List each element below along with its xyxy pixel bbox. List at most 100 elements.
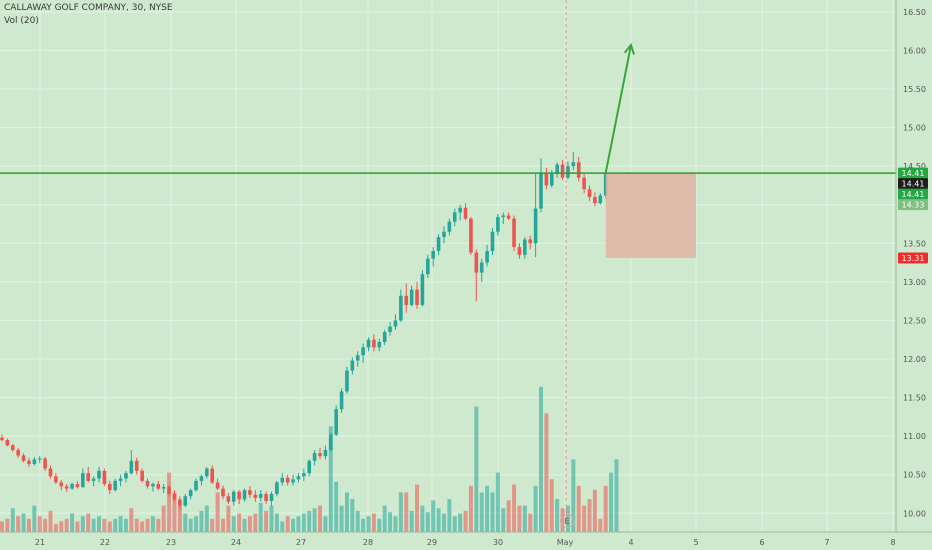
candle-body — [70, 483, 74, 489]
candle-body — [97, 470, 101, 479]
volume-bar — [32, 505, 37, 532]
candle-body — [452, 212, 457, 222]
volume-bar — [123, 518, 128, 532]
y-tick-label: 13.00 — [903, 278, 926, 287]
volume-bar — [468, 485, 473, 532]
volume-bar — [53, 524, 58, 532]
volume-bar — [188, 518, 193, 532]
volume-bar — [614, 459, 619, 532]
volume-bar — [549, 479, 554, 532]
volume-bar — [199, 510, 204, 532]
candle-body — [436, 237, 441, 251]
volume-bar — [161, 505, 166, 532]
volume-bar — [307, 510, 312, 532]
x-tick-label: May — [557, 538, 574, 547]
symbol-title[interactable]: CALLAWAY GOLF COMPANY, 30, NYSE — [4, 3, 173, 13]
candle-body — [479, 262, 484, 273]
volume-bar — [26, 518, 31, 532]
candle-body — [366, 339, 371, 348]
volume-indicator-label[interactable]: Vol (20) — [4, 16, 39, 26]
candle-body — [549, 173, 554, 186]
volume-bar — [582, 505, 587, 532]
y-tick-label: 16.50 — [903, 8, 926, 17]
candle-body — [221, 488, 225, 497]
volume-bar — [474, 406, 479, 532]
volume-bar — [361, 518, 366, 532]
candle-body — [506, 215, 511, 219]
y-tick-label: 12.00 — [903, 355, 926, 364]
candle-body — [172, 494, 177, 500]
y-tick-label: 11.00 — [903, 432, 926, 441]
volume-bar — [258, 502, 263, 532]
volume-bar — [571, 459, 576, 532]
x-tick-label: 8 — [890, 538, 895, 547]
candle-body — [372, 339, 376, 348]
volume-bar — [339, 505, 344, 532]
volume-bar — [495, 472, 500, 532]
volume-bar — [576, 485, 581, 532]
volume-bar — [603, 485, 608, 532]
volume-bar — [247, 516, 252, 532]
x-tick-label: 29 — [427, 538, 437, 547]
candle-body — [490, 231, 495, 251]
candle-body — [431, 251, 435, 259]
candle-body — [528, 239, 533, 244]
volume-bar — [528, 513, 533, 532]
price-tag-label: 14.41 — [902, 190, 925, 199]
volume-bar — [16, 516, 21, 532]
price-tag-label: 14.41 — [902, 169, 925, 178]
candle-body — [523, 239, 527, 255]
candle-body — [312, 453, 317, 461]
volume-bar — [64, 518, 69, 532]
volume-bar — [420, 505, 425, 532]
candle-body — [183, 496, 188, 506]
candle-body — [16, 450, 20, 456]
candles — [0, 152, 608, 510]
volume-bar — [140, 521, 145, 532]
candle-body — [129, 460, 134, 474]
price-tag — [898, 167, 928, 179]
volume-bar — [5, 518, 10, 532]
volume-bar — [274, 513, 279, 532]
earnings-marker-icon — [560, 514, 574, 528]
candle-body — [377, 342, 382, 348]
candle-body — [178, 499, 182, 506]
volume-bar — [312, 508, 317, 532]
volume-bar — [118, 516, 123, 532]
candle-body — [118, 478, 123, 481]
volume-bar — [555, 499, 560, 532]
y-tick-label: 12.50 — [903, 316, 926, 325]
candle-body — [269, 494, 274, 501]
volume-bar — [490, 492, 495, 532]
candle-body — [210, 468, 215, 483]
volume-bar — [377, 518, 382, 532]
candle-body — [323, 450, 328, 457]
x-tick-label: 23 — [166, 538, 176, 547]
volume-bar — [344, 492, 349, 532]
price-tag-label: 14.33 — [902, 201, 925, 210]
candle-body — [37, 458, 42, 460]
volume-bar — [97, 516, 102, 532]
volume-bar — [485, 485, 490, 532]
x-tick-label: 22 — [100, 538, 110, 547]
volume-bar — [415, 484, 420, 532]
drawings[interactable]: E — [0, 0, 896, 528]
candle-body — [75, 483, 80, 488]
volume-bar — [560, 508, 565, 532]
candle-body — [21, 455, 26, 461]
volume-bar — [156, 518, 161, 532]
volume-bar — [533, 485, 538, 532]
x-tick-label: 27 — [296, 538, 306, 547]
volume-bar — [609, 472, 614, 532]
candle-body — [161, 487, 166, 489]
y-tick-label: 15.50 — [903, 85, 926, 94]
x-tick-label: 6 — [759, 538, 764, 547]
volume-bar — [393, 516, 398, 532]
candle-body — [469, 218, 473, 253]
y-tick-label: 11.50 — [903, 394, 926, 403]
volume-bar — [463, 510, 468, 532]
x-tick-label: 24 — [231, 538, 241, 547]
